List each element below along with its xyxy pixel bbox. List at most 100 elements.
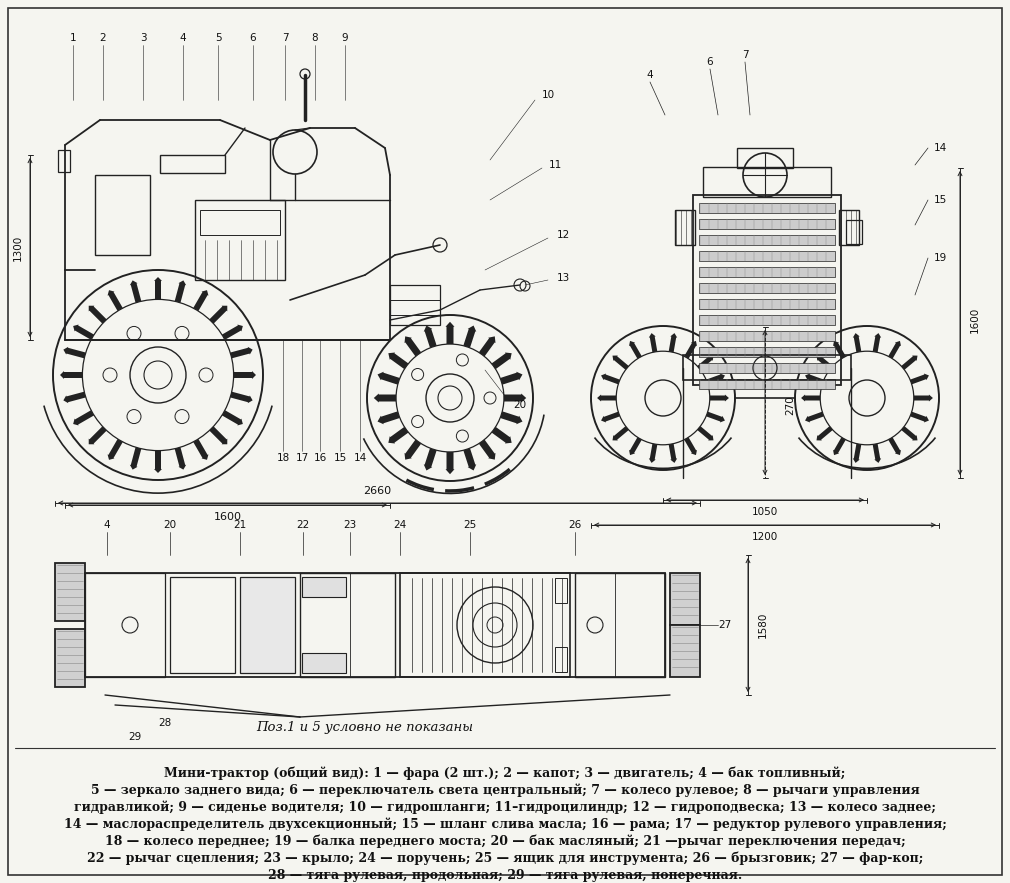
Bar bbox=[300, 573, 395, 677]
FancyArrow shape bbox=[504, 394, 526, 403]
FancyArrow shape bbox=[873, 333, 881, 352]
Text: 29: 29 bbox=[128, 732, 141, 742]
Text: 21: 21 bbox=[233, 520, 246, 530]
Text: 1: 1 bbox=[70, 33, 77, 43]
Bar bbox=[699, 315, 835, 325]
Text: гидравликой; 9 — сиденье водителя; 10 — гидрошланги; 11–гидроцилиндр; 12 — гидро: гидравликой; 9 — сиденье водителя; 10 — … bbox=[74, 800, 936, 814]
Text: 18 — колесо переднее; 19 — балка переднего моста; 20 — бак масляный; 21 —рычаг п: 18 — колесо переднее; 19 — балка передне… bbox=[105, 834, 905, 848]
FancyArrow shape bbox=[445, 321, 455, 344]
Bar bbox=[699, 331, 835, 341]
Bar bbox=[400, 573, 570, 677]
FancyArrow shape bbox=[445, 452, 455, 474]
Text: 11: 11 bbox=[548, 160, 562, 170]
Bar bbox=[160, 155, 225, 173]
FancyArrow shape bbox=[597, 395, 616, 402]
Bar bbox=[737, 148, 793, 168]
FancyArrow shape bbox=[404, 336, 421, 357]
FancyArrow shape bbox=[852, 333, 862, 352]
FancyArrow shape bbox=[697, 426, 713, 441]
Text: 7: 7 bbox=[282, 33, 288, 43]
FancyArrow shape bbox=[492, 426, 512, 443]
Text: 20: 20 bbox=[164, 520, 177, 530]
Text: 8: 8 bbox=[312, 33, 318, 43]
FancyArrow shape bbox=[669, 443, 677, 463]
Text: 26: 26 bbox=[569, 520, 582, 530]
FancyArrow shape bbox=[374, 394, 396, 403]
FancyArrow shape bbox=[154, 450, 162, 473]
Text: 5 — зеркало заднего вида; 6 — переключатель света центральный; 7 — колесо рулево: 5 — зеркало заднего вида; 6 — переключат… bbox=[91, 783, 919, 796]
FancyArrow shape bbox=[130, 448, 141, 470]
FancyArrow shape bbox=[816, 426, 833, 441]
Bar bbox=[556, 578, 567, 603]
Text: 2: 2 bbox=[100, 33, 106, 43]
Bar bbox=[699, 299, 835, 309]
Text: 6: 6 bbox=[707, 57, 713, 67]
FancyArrow shape bbox=[424, 326, 436, 348]
Bar bbox=[839, 210, 858, 245]
Text: 6: 6 bbox=[249, 33, 257, 43]
Bar bbox=[58, 150, 70, 172]
Text: 1300: 1300 bbox=[13, 235, 23, 261]
Text: 20: 20 bbox=[513, 400, 526, 410]
Bar bbox=[703, 167, 831, 197]
Bar bbox=[683, 355, 851, 380]
FancyArrow shape bbox=[154, 277, 162, 299]
FancyArrow shape bbox=[230, 347, 252, 358]
Text: 19: 19 bbox=[933, 253, 946, 263]
FancyArrow shape bbox=[230, 392, 252, 404]
Bar bbox=[85, 573, 665, 677]
FancyArrow shape bbox=[464, 326, 477, 348]
FancyArrow shape bbox=[492, 352, 512, 369]
Bar bbox=[302, 577, 346, 597]
FancyArrow shape bbox=[612, 356, 629, 370]
Text: 28 — тяга рулевая, продольная; 29 — тяга рулевая, поперечная.: 28 — тяга рулевая, продольная; 29 — тяга… bbox=[268, 869, 742, 881]
Bar bbox=[699, 219, 835, 229]
FancyArrow shape bbox=[64, 347, 86, 358]
FancyArrow shape bbox=[901, 426, 917, 441]
FancyArrow shape bbox=[222, 325, 242, 340]
Text: 1200: 1200 bbox=[751, 532, 778, 542]
FancyArrow shape bbox=[833, 341, 845, 358]
FancyArrow shape bbox=[209, 306, 227, 324]
FancyArrow shape bbox=[833, 437, 845, 455]
FancyArrow shape bbox=[378, 411, 400, 425]
FancyArrow shape bbox=[888, 341, 901, 358]
Text: 15: 15 bbox=[933, 195, 946, 205]
FancyArrow shape bbox=[910, 374, 929, 384]
FancyArrow shape bbox=[805, 374, 824, 384]
FancyArrow shape bbox=[500, 411, 522, 425]
FancyArrow shape bbox=[901, 356, 917, 370]
FancyArrow shape bbox=[60, 371, 83, 379]
FancyArrow shape bbox=[404, 440, 421, 460]
Bar bbox=[699, 251, 835, 261]
Bar bbox=[55, 563, 85, 621]
Bar bbox=[699, 347, 835, 357]
Text: 270: 270 bbox=[785, 395, 795, 415]
Text: 25: 25 bbox=[464, 520, 477, 530]
FancyArrow shape bbox=[684, 437, 697, 455]
FancyArrow shape bbox=[910, 411, 929, 422]
Bar bbox=[95, 175, 150, 255]
Text: 12: 12 bbox=[557, 230, 570, 240]
Text: 1580: 1580 bbox=[758, 612, 768, 638]
Text: 2660: 2660 bbox=[364, 486, 392, 496]
FancyArrow shape bbox=[175, 281, 186, 303]
Bar bbox=[699, 283, 835, 293]
Text: 1600: 1600 bbox=[970, 307, 980, 333]
FancyArrow shape bbox=[64, 392, 86, 404]
Text: 10: 10 bbox=[541, 90, 554, 100]
FancyArrow shape bbox=[479, 440, 496, 460]
FancyArrow shape bbox=[914, 395, 933, 402]
FancyArrow shape bbox=[479, 336, 496, 357]
FancyArrow shape bbox=[222, 411, 242, 426]
Bar bbox=[85, 573, 165, 677]
FancyArrow shape bbox=[648, 333, 658, 352]
Text: 13: 13 bbox=[557, 273, 570, 283]
FancyArrow shape bbox=[601, 374, 620, 384]
FancyArrow shape bbox=[209, 426, 227, 444]
Text: 18: 18 bbox=[277, 453, 290, 463]
Bar bbox=[699, 235, 835, 245]
Text: 22 — рычаг сцепления; 23 — крыло; 24 — поручень; 25 — ящик для инструмента; 26 —: 22 — рычаг сцепления; 23 — крыло; 24 — п… bbox=[87, 851, 923, 864]
FancyArrow shape bbox=[612, 426, 629, 441]
FancyArrow shape bbox=[629, 341, 641, 358]
